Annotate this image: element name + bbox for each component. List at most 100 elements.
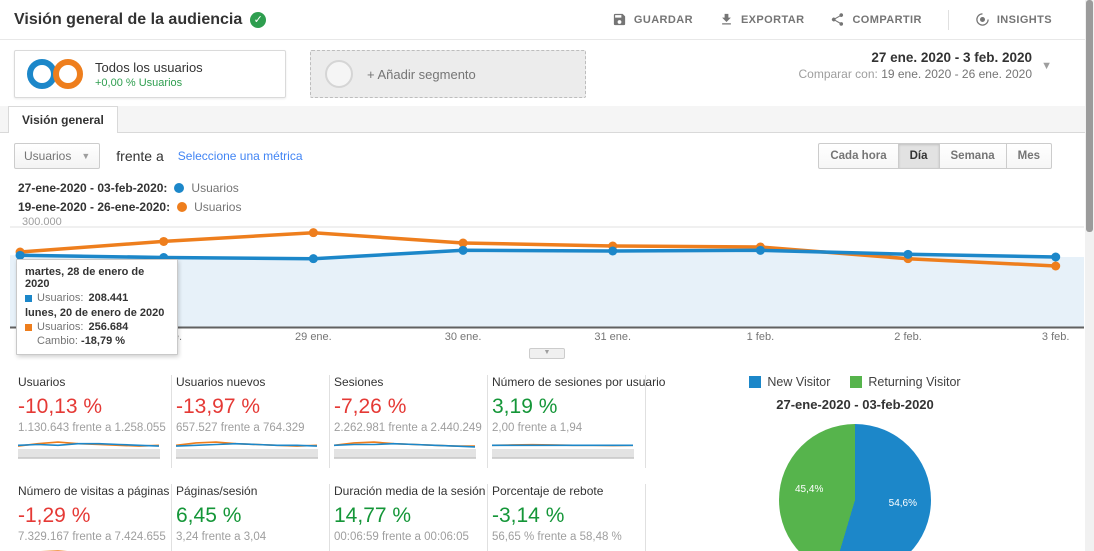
metric-card-usuarios-nuevos[interactable]: Usuarios nuevos -13,97 % 657.527 frente a … [172, 375, 330, 468]
metric-card-n-mero-de-sesiones-por-usuario[interactable]: Número de sesiones por usuario 3,19 % 2,00… [488, 375, 666, 468]
timeline-chart[interactable]: 300.000 martes, 28 de enero de 2020 Usua… [10, 216, 1084, 355]
share-icon [832, 13, 844, 26]
pie-slice-label-new-visitor: 54,6% [888, 498, 917, 509]
add-segment-circle-icon [325, 60, 353, 88]
export-button[interactable]: EXPORTAR [719, 12, 805, 27]
metric-compare-values: 00:06:59 frente a 00:06:05 [334, 530, 469, 543]
metric-percent: -3,14 % [492, 503, 565, 527]
metric-percent: 14,77 % [334, 503, 412, 527]
save-button[interactable]: GUARDAR [612, 12, 693, 27]
insights-icon [976, 13, 989, 26]
chart-expander-button[interactable]: ▼ [529, 348, 565, 359]
tooltip-date-previous: lunes, 20 de enero de 2020 [25, 307, 165, 319]
share-label: COMPARTIR [852, 13, 922, 26]
metric-title: Páginas/sesión [176, 483, 258, 498]
tooltip-orange-square-icon [25, 323, 32, 331]
metric-compare-values: 657.527 frente a 764.329 [176, 422, 305, 434]
metric-card-n-mero-de-visitas-a-p-ginas[interactable]: Número de visitas a páginas -1,29 % 7.329.… [14, 483, 172, 551]
metric-title: Sesiones [334, 375, 384, 389]
x-axis-label: 3 feb. [1041, 331, 1070, 343]
chart-tooltip: martes, 28 de enero de 2020 Usuarios: 208… [16, 259, 178, 355]
date-range-compare: Comparar con: 19 ene. 2020 - 26 ene. 202… [798, 67, 1032, 81]
scrollbar-thumb[interactable] [1086, 0, 1093, 232]
metric-percent: -1,29 % [18, 503, 91, 527]
segment-all-users[interactable]: Todos los usuarios +0,00 % Usuarios [14, 50, 286, 98]
header-divider [947, 9, 949, 30]
metric-card-usuarios[interactable]: Usuarios -10,13 % 1.130.643 frente a 1.258… [14, 375, 172, 468]
metric-title: Usuarios [18, 375, 66, 389]
metric-card-duraci-n-media-de-la-sesi-n[interactable]: Duración media de la sesión 14,77 % 00:06:… [330, 483, 488, 551]
metric-percent: -10,13 % [18, 395, 103, 418]
page-title: Visión general de la audiencia [14, 10, 243, 28]
metric-title: Número de visitas a páginas [18, 483, 170, 498]
metric-title: Número de sesiones por usuario [492, 375, 666, 389]
metric-compare-values: 56,65 % frente a 58,48 % [492, 530, 622, 543]
x-axis-label: 2 feb. [894, 331, 922, 343]
legend-range-1: 27-ene-2020 - 03-feb-2020: [18, 181, 168, 195]
pie-legend-item-new-visitor[interactable]: New Visitor [749, 375, 830, 389]
x-axis-label: 31 ene. [594, 331, 632, 343]
legend-dot-orange [177, 202, 188, 212]
date-range-selector[interactable]: 27 ene. 2020 - 3 feb. 2020 Comparar con:… [798, 50, 1052, 81]
pie-legend: New Visitor Returning Visitor [749, 375, 961, 389]
legend-square-icon [749, 376, 762, 388]
date-range-primary: 27 ene. 2020 - 3 feb. 2020 [871, 50, 1032, 65]
lower-section: Usuarios -10,13 % 1.130.643 frente a 1.258… [0, 359, 1094, 551]
granularity-mes[interactable]: Mes [1006, 143, 1052, 169]
add-segment-button[interactable]: + Añadir segmento [310, 50, 586, 98]
metric-sparkline [343, 550, 475, 551]
metric-compare-values: 7.329.167 frente a 7.424.655 [18, 530, 166, 543]
timeline-legend: 27-ene-2020 - 03-feb-2020: Usuarios 19-e… [0, 173, 1094, 214]
metric-compare-values: 3,24 frente a 3,04 [176, 530, 267, 543]
metric-compare-values: 1.130.643 frente a 1.258.055 [18, 422, 166, 434]
metric-sparkline [334, 441, 476, 459]
share-button[interactable]: COMPARTIR [830, 12, 921, 27]
segment-title: Todos los usuarios [95, 59, 203, 75]
segment-row: Todos los usuarios +0,00 % Usuarios + Añ… [0, 40, 1094, 106]
metric-select[interactable]: Usuarios ▼ [14, 143, 101, 169]
x-axis-label: 30 ene. [444, 331, 482, 343]
tab-overview[interactable]: Visión general [8, 106, 118, 133]
metric-card-sesiones[interactable]: Sesiones -7,26 % 2.262.981 frente a 2.440.… [330, 375, 488, 468]
segment-rings-icon [27, 59, 83, 89]
vs-label: frente a [116, 148, 164, 164]
report-header: Visión general de la audiencia ✓ GUARDAR… [0, 0, 1094, 40]
metric-percent: 3,19 % [492, 395, 558, 418]
timeline-chart-svg [10, 226, 1084, 329]
tooltip-date-current: martes, 28 de enero de 2020 [25, 266, 145, 290]
y-axis-tick: 300.000 [22, 216, 62, 228]
pie-legend-item-returning-visitor[interactable]: Returning Visitor [850, 375, 961, 389]
metric-title: Usuarios nuevos [176, 375, 266, 389]
metric-sparkline [492, 443, 634, 459]
legend-range-2: 19-ene-2020 - 26-ene-2020: [18, 200, 171, 214]
metric-percent: 6,45 % [176, 503, 242, 527]
pie-chart[interactable]: 54,6% 45,4% [779, 424, 931, 551]
save-label: GUARDAR [633, 13, 693, 26]
legend-label: Returning Visitor [868, 375, 961, 389]
x-axis-label: 1 feb. [746, 331, 775, 343]
scrollbar[interactable] [1085, 0, 1094, 551]
metric-card-porcentaje-de-rebote[interactable]: Porcentaje de rebote -3,14 % 56,65 % frent… [488, 483, 646, 551]
metric-compare-values: 2,00 frente a 1,94 [492, 422, 583, 434]
chevron-down-icon: ▼ [1041, 60, 1052, 72]
metric-sparkline [205, 550, 227, 551]
select-metric-link[interactable]: Seleccione una métrica [177, 149, 303, 163]
x-axis-label: 29 ene. [295, 331, 332, 343]
metric-title: Porcentaje de rebote [492, 483, 604, 498]
granularity-cada-hora[interactable]: Cada hora [818, 143, 899, 169]
legend-series-1: Usuarios [191, 181, 239, 195]
segment-subtitle: +0,00 % Usuarios [95, 76, 183, 89]
metric-percent: -13,97 % [176, 395, 261, 418]
metric-card-p-ginas-sesi-n[interactable]: Páginas/sesión 6,45 % 3,24 frente a 3,04 [172, 483, 330, 551]
metric-cards: Usuarios -10,13 % 1.130.643 frente a 1.258… [14, 375, 666, 551]
insights-button[interactable]: INSIGHTS [975, 12, 1052, 27]
metric-sparkline [18, 441, 160, 459]
granularity-día[interactable]: Día [898, 143, 940, 169]
granularity-semana[interactable]: Semana [939, 143, 1007, 169]
add-segment-label: + Añadir segmento [367, 66, 476, 82]
visitor-type-chart: New Visitor Returning Visitor 27-ene-2020… [690, 375, 1020, 551]
tooltip-blue-square-icon [25, 294, 32, 302]
legend-series-2: Usuarios [194, 200, 242, 214]
export-label: EXPORTAR [740, 13, 805, 26]
